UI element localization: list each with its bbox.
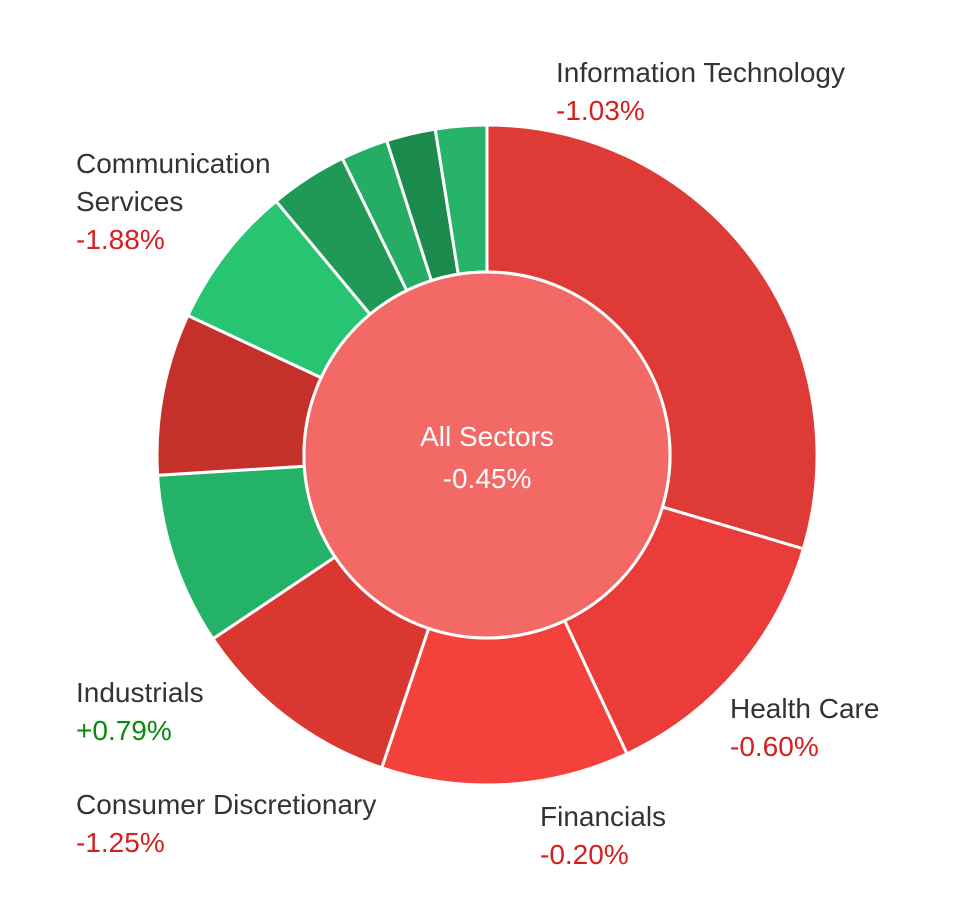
center-label: All Sectors (420, 421, 554, 452)
label-cs-name: Services (76, 186, 183, 217)
label-it-name: Information Technology (556, 57, 845, 88)
center-value: -0.45% (443, 463, 532, 494)
donut-slices (155, 123, 819, 787)
label-fin-value: -0.20% (540, 839, 629, 870)
label-hc-value: -0.60% (730, 731, 819, 762)
sector-labels: Information Technology -1.03% Communicatio… (76, 57, 879, 870)
center-circle (302, 270, 672, 640)
label-ind-value: +0.79% (76, 715, 172, 746)
center-disc: All Sectors -0.45% (302, 270, 672, 640)
label-cs-name: Communication (76, 148, 271, 179)
label-it-value: -1.03% (556, 95, 645, 126)
label-cd-value: -1.25% (76, 827, 165, 858)
label-fin-name: Financials (540, 801, 666, 832)
label-ind-name: Industrials (76, 677, 204, 708)
label-hc-name: Health Care (730, 693, 879, 724)
label-cs-value: -1.88% (76, 224, 165, 255)
label-cd-name: Consumer Discretionary (76, 789, 376, 820)
